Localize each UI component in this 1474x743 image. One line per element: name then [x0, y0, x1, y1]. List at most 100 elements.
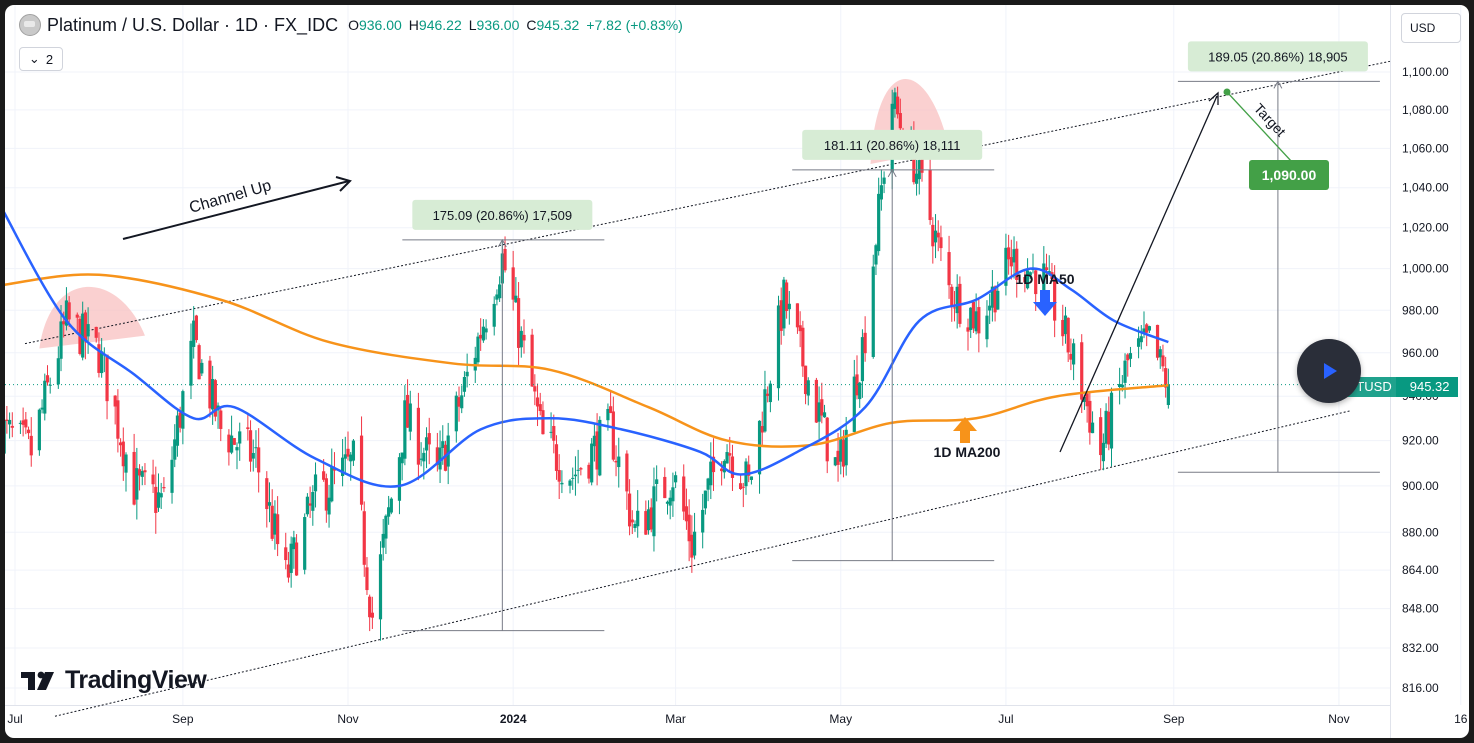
candle-body [189, 340, 193, 386]
candle-body [1101, 442, 1105, 462]
price-tick-label: 1,040.00 [1402, 181, 1449, 195]
candle-body [822, 412, 827, 418]
candle-body [1009, 257, 1013, 267]
indicator-count: 2 [45, 51, 54, 67]
candle-body [1063, 315, 1068, 335]
candle-body [1123, 360, 1127, 383]
candle-body [806, 380, 810, 396]
candle-body [1136, 338, 1141, 347]
ohlc-value: 936.00 [358, 17, 402, 33]
candle-body [939, 237, 943, 249]
candle-body [7, 419, 12, 425]
candle-body [606, 408, 610, 421]
candle-body [933, 230, 938, 243]
chart-canvas[interactable]: 175.09 (20.86%) 17,509 181.11 (20.86%) 18… [5, 5, 1469, 738]
candle-body [674, 475, 678, 483]
candle-body [728, 453, 732, 456]
projection-arrow-line [1059, 95, 1218, 453]
candle-body [535, 397, 540, 407]
candle-body [1120, 384, 1124, 388]
candle-body [1166, 384, 1170, 406]
candle-body [931, 224, 935, 247]
candle-body [863, 332, 867, 354]
measure-arrow-icon [497, 238, 507, 248]
candle-body [83, 312, 87, 342]
chart-frame: 175.09 (20.86%) 17,509 181.11 (20.86%) 18… [5, 5, 1469, 738]
candle-body [105, 354, 109, 402]
candle-body [154, 486, 158, 513]
symbol-title[interactable]: Platinum / U.S. Dollar · 1D · FX_IDC [47, 14, 339, 35]
candle-body [896, 96, 900, 115]
target-label: Target [1251, 100, 1289, 139]
candle-body [324, 478, 328, 511]
candle-body [143, 470, 147, 473]
candle-body [368, 596, 372, 618]
price-tick-label: 1,100.00 [1402, 65, 1449, 79]
candle-body [898, 113, 902, 129]
candle-body [213, 380, 217, 417]
candle-body [668, 497, 672, 506]
candle-body [151, 474, 155, 485]
candle-body [457, 397, 461, 407]
ohlc-item: +7.82 (+0.83%) [586, 17, 683, 33]
candle-body [682, 476, 686, 512]
candle-body [140, 471, 144, 477]
candle-body [446, 435, 450, 467]
candle-body [969, 307, 973, 330]
candle-body [359, 435, 364, 505]
candle-body [311, 492, 315, 511]
candle-body [246, 427, 250, 430]
measure-label: 181.11 (20.86%) 18,111 [824, 138, 961, 153]
channel-lower-line [54, 410, 1351, 717]
candle-body [1142, 328, 1146, 334]
candle-body [26, 429, 31, 434]
indicators-toggle[interactable]: ⌄ 2 [19, 47, 63, 71]
measure-label: 189.05 (20.86%) 18,905 [1208, 49, 1348, 64]
candle-body [194, 315, 198, 341]
play-icon [1324, 363, 1337, 379]
candle-body [5, 419, 9, 421]
candle-body [592, 435, 596, 447]
peak-highlight [39, 286, 145, 349]
candle-body [137, 469, 142, 476]
target-price-label: 1,090.00 [1262, 167, 1317, 183]
target-price-box [1249, 160, 1329, 190]
candle-body [725, 452, 729, 464]
ma200-line [5, 273, 1169, 448]
chart-header: Platinum / U.S. Dollar · 1D · FX_IDC O93… [19, 14, 683, 36]
measure-arrow-icon [887, 168, 897, 178]
candle-body [711, 456, 716, 473]
candle-body [522, 334, 526, 341]
candle-body [303, 517, 307, 570]
candle-body [841, 439, 846, 467]
candle-body [1090, 422, 1095, 434]
candle-body [362, 511, 366, 565]
candle-body [798, 325, 802, 332]
candle-body [476, 336, 480, 363]
candle-body [238, 431, 242, 444]
candle-body [844, 429, 848, 466]
candle-body [227, 434, 231, 453]
candle-body [514, 295, 518, 303]
candle-body [267, 502, 272, 506]
candle-body [1145, 324, 1149, 333]
ohlc-item: H946.22 [409, 17, 462, 33]
candle-body [579, 468, 583, 470]
candle-body [1128, 353, 1133, 359]
currency-button[interactable]: USD [1401, 13, 1461, 43]
candle-body [384, 515, 388, 539]
candle-body [947, 252, 951, 286]
candle-body [936, 232, 940, 238]
play-button[interactable] [1297, 339, 1361, 403]
candle-body [663, 476, 667, 499]
price-tick-label: 832.00 [1402, 641, 1439, 655]
candle-body [882, 177, 886, 184]
candle-body [741, 486, 745, 488]
candle-body [611, 411, 615, 460]
candle-body [760, 426, 764, 433]
candle-body [625, 453, 629, 492]
ohlc-key: L [468, 17, 477, 33]
candle-body [571, 477, 575, 479]
candle-body [1072, 343, 1076, 365]
candle-body [178, 412, 182, 428]
